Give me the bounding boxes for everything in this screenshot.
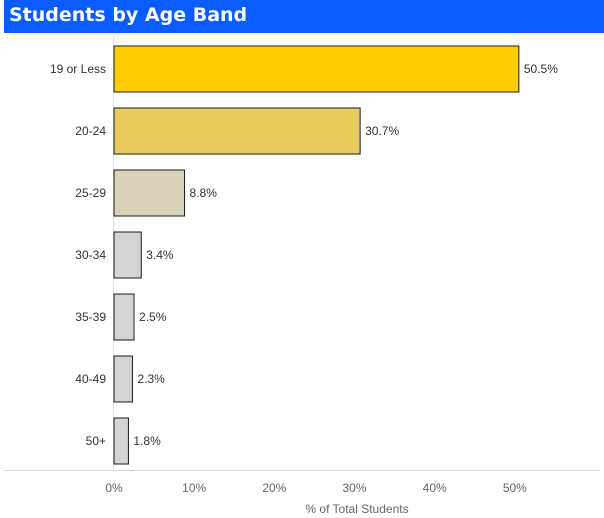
chart-title-bar: Students by Age Band: [4, 0, 604, 33]
x-tick-label: 30%: [342, 481, 366, 495]
category-label: 20-24: [75, 124, 106, 138]
x-tick-label: 40%: [423, 481, 447, 495]
bar-40-49: [113, 355, 133, 403]
data-label: 2.5%: [139, 310, 167, 324]
x-axis-label: % of Total Students: [305, 502, 408, 516]
data-label: 30.7%: [365, 124, 399, 138]
bar-19 or Less: [113, 45, 520, 93]
bar-35-39: [113, 293, 135, 341]
bar-30-34: [113, 231, 142, 279]
data-label: 50.5%: [524, 62, 558, 76]
data-label: 2.3%: [137, 372, 165, 386]
x-tick-label: 50%: [503, 481, 527, 495]
bar-50+: [113, 417, 129, 465]
data-label: 8.8%: [190, 186, 218, 200]
category-label: 50+: [86, 434, 106, 448]
data-label: 1.8%: [133, 434, 161, 448]
bar-20-24: [113, 107, 361, 155]
x-tick-label: 20%: [262, 481, 286, 495]
bar-25-29: [113, 169, 186, 217]
category-label: 35-39: [75, 310, 106, 324]
category-label: 40-49: [75, 372, 106, 386]
category-label: 19 or Less: [50, 62, 106, 76]
chart-title: Students by Age Band: [9, 4, 248, 26]
category-label: 30-34: [75, 248, 106, 262]
x-tick-label: 10%: [182, 481, 206, 495]
category-label: 25-29: [75, 186, 106, 200]
x-tick-label: 0%: [105, 481, 123, 495]
data-label: 3.4%: [146, 248, 174, 262]
